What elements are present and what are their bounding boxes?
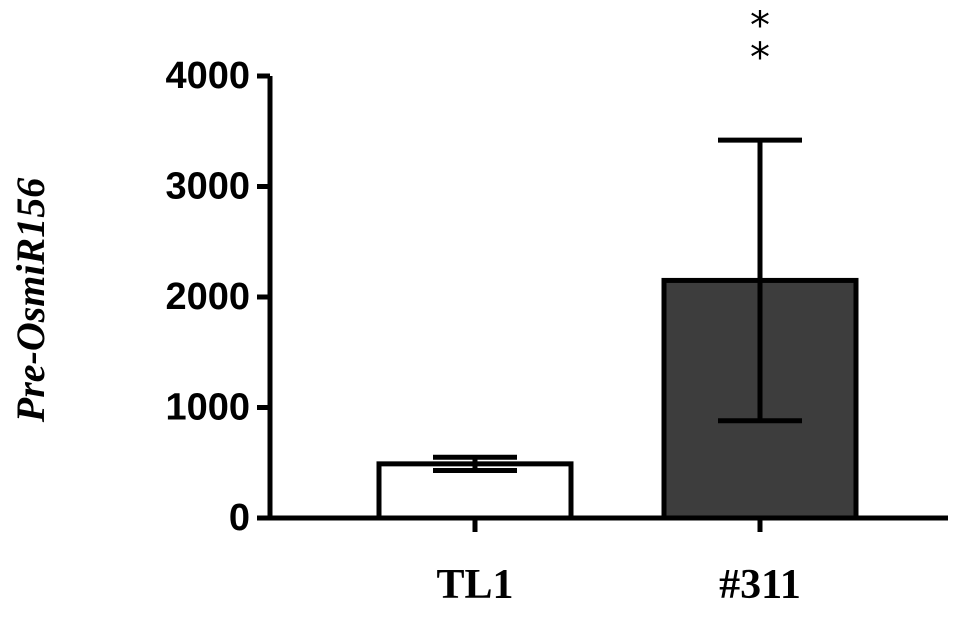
x-tick-label: TL1 — [436, 562, 513, 608]
annotation-box: ** — [750, 10, 770, 81]
y-tick-label: 4000 — [165, 55, 250, 97]
bar-group — [661, 137, 859, 521]
y-tick-label: 1000 — [165, 387, 250, 429]
x-tick-label: #311 — [719, 562, 801, 608]
bar-group — [376, 454, 574, 521]
y-tick-label: 2000 — [165, 276, 250, 318]
y-tick-label: 3000 — [165, 166, 250, 208]
y-axis-label: Pre-OsmiR156 — [8, 178, 53, 423]
annotation: ** — [750, 10, 770, 81]
y-tick-label: 0 — [229, 497, 250, 539]
